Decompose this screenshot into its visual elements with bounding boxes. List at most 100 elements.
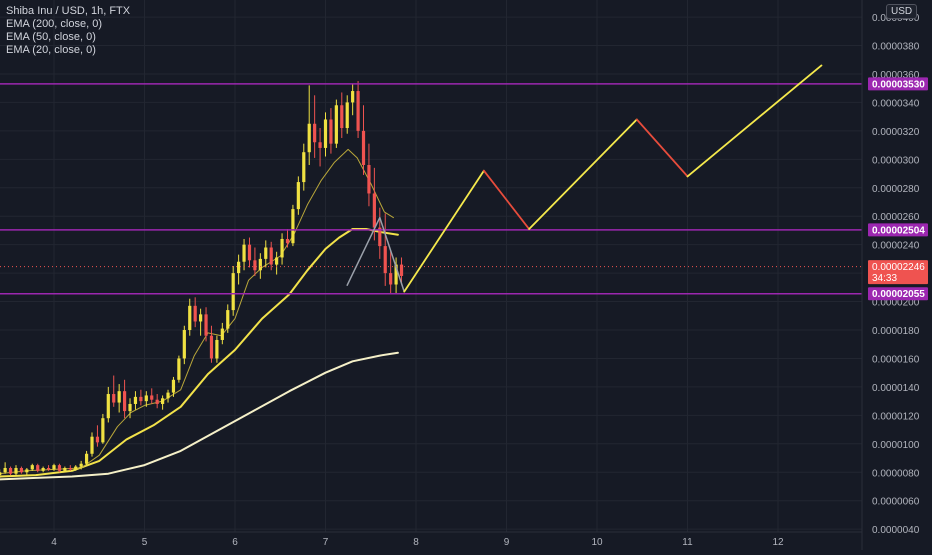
candle-body[interactable] xyxy=(46,467,51,470)
candle-body[interactable] xyxy=(166,392,170,399)
projection-leg[interactable] xyxy=(403,169,485,293)
candle-body[interactable] xyxy=(394,264,398,285)
candle-body[interactable] xyxy=(63,467,67,471)
candle-body[interactable] xyxy=(90,436,94,454)
candle-body[interactable] xyxy=(150,395,154,400)
candle-body[interactable] xyxy=(323,119,328,148)
candle-body[interactable] xyxy=(253,260,257,271)
candle-body[interactable] xyxy=(8,467,13,474)
candle-body[interactable] xyxy=(204,314,208,336)
grid xyxy=(0,0,862,532)
candle-body[interactable] xyxy=(307,123,311,153)
candle-body[interactable] xyxy=(242,244,246,262)
price-tick-label: 0.0000100 xyxy=(872,440,920,451)
candle-body[interactable] xyxy=(215,339,219,359)
candle-body[interactable] xyxy=(3,467,7,473)
candle-body[interactable] xyxy=(275,257,279,265)
candle-body[interactable] xyxy=(367,165,371,194)
candle-body[interactable] xyxy=(378,227,382,247)
candle-body[interactable] xyxy=(193,305,197,322)
candle-body[interactable] xyxy=(329,119,333,144)
legend-ema20[interactable]: EMA (20, close, 0) xyxy=(6,44,96,56)
candle-body[interactable] xyxy=(399,264,404,276)
candle-body[interactable] xyxy=(280,238,284,258)
price-tick-label: 0.0000300 xyxy=(872,155,920,166)
candle-body[interactable] xyxy=(14,467,18,474)
candle-body[interactable] xyxy=(30,465,34,470)
candle-body[interactable] xyxy=(19,467,24,473)
legend-symbol-title[interactable]: Shiba Inu / USD, 1h, FTX xyxy=(6,5,131,17)
candle-body[interactable] xyxy=(106,394,110,419)
legend-ema50[interactable]: EMA (50, close, 0) xyxy=(6,31,96,43)
drawings[interactable] xyxy=(0,64,862,295)
candle-body[interactable] xyxy=(302,152,306,183)
candle-body[interactable] xyxy=(188,305,192,331)
candle-body[interactable] xyxy=(372,193,376,228)
time-tick-label: 10 xyxy=(591,537,603,548)
candle-body[interactable] xyxy=(237,261,241,274)
candle-body[interactable] xyxy=(52,465,56,470)
candle-body[interactable] xyxy=(285,238,290,244)
candle-body[interactable] xyxy=(209,335,214,359)
candle-body[interactable] xyxy=(171,379,176,393)
candle-body[interactable] xyxy=(133,396,138,404)
candle-body[interactable] xyxy=(296,182,300,210)
candle-body[interactable] xyxy=(356,91,360,131)
projection-leg[interactable] xyxy=(635,118,689,178)
candle-body[interactable] xyxy=(199,314,203,322)
candle-body[interactable] xyxy=(101,418,105,443)
candle-body[interactable] xyxy=(389,273,393,285)
candle-body[interactable] xyxy=(68,467,72,470)
candle-body[interactable] xyxy=(128,403,132,412)
candle-body[interactable] xyxy=(57,465,62,471)
price-tick-label: 0.0000200 xyxy=(872,298,920,309)
candle-body[interactable] xyxy=(247,244,252,261)
projection-leg[interactable] xyxy=(482,169,531,230)
candle-body[interactable] xyxy=(345,102,349,129)
time-tick-label: 12 xyxy=(772,537,784,548)
candle-body[interactable] xyxy=(155,399,159,404)
candle-body[interactable] xyxy=(41,467,45,471)
projection-leg[interactable] xyxy=(686,64,823,178)
candle-body[interactable] xyxy=(117,391,121,403)
price-tick-label: 0.0000340 xyxy=(872,98,920,109)
candles[interactable] xyxy=(0,81,404,478)
candle-body[interactable] xyxy=(139,396,143,402)
candle-body[interactable] xyxy=(313,123,317,143)
time-axis[interactable]: 4 5 6 7 8 9 10 11 12 xyxy=(51,537,784,548)
candle-body[interactable] xyxy=(226,310,230,329)
ema200-line xyxy=(0,351,399,481)
candle-body[interactable] xyxy=(231,273,235,311)
candle-body[interactable] xyxy=(351,91,355,103)
currency-badge[interactable]: USD xyxy=(886,4,918,19)
candle-body[interactable] xyxy=(340,105,344,129)
candle-body[interactable] xyxy=(0,472,2,476)
candle-body[interactable] xyxy=(220,328,224,340)
candle-body[interactable] xyxy=(258,258,262,271)
candle-body[interactable] xyxy=(25,469,29,473)
candle-body[interactable] xyxy=(361,130,366,166)
candle-body[interactable] xyxy=(36,465,40,471)
candle-body[interactable] xyxy=(177,358,181,380)
candle-body[interactable] xyxy=(74,466,78,470)
candle-body[interactable] xyxy=(383,246,387,274)
candle-body[interactable] xyxy=(122,391,127,412)
candle-body[interactable] xyxy=(144,395,148,402)
price-axis[interactable]: 0.00004000.00003800.00003600.00003400.00… xyxy=(872,13,920,536)
candle-body[interactable] xyxy=(95,436,100,443)
candle-body[interactable] xyxy=(182,330,186,359)
projection-leg[interactable] xyxy=(528,118,638,230)
candle-body[interactable] xyxy=(334,105,338,144)
candle-body[interactable] xyxy=(112,394,116,403)
candle-body[interactable] xyxy=(161,398,165,404)
candle-body[interactable] xyxy=(318,142,322,148)
legend-ema200[interactable]: EMA (200, close, 0) xyxy=(6,18,102,30)
time-tick-label: 6 xyxy=(232,537,238,548)
candle-body[interactable] xyxy=(79,463,83,467)
candle-body[interactable] xyxy=(269,247,273,265)
candle-body[interactable] xyxy=(264,247,268,259)
candle-body[interactable] xyxy=(84,453,89,464)
candle-body[interactable] xyxy=(291,209,295,244)
